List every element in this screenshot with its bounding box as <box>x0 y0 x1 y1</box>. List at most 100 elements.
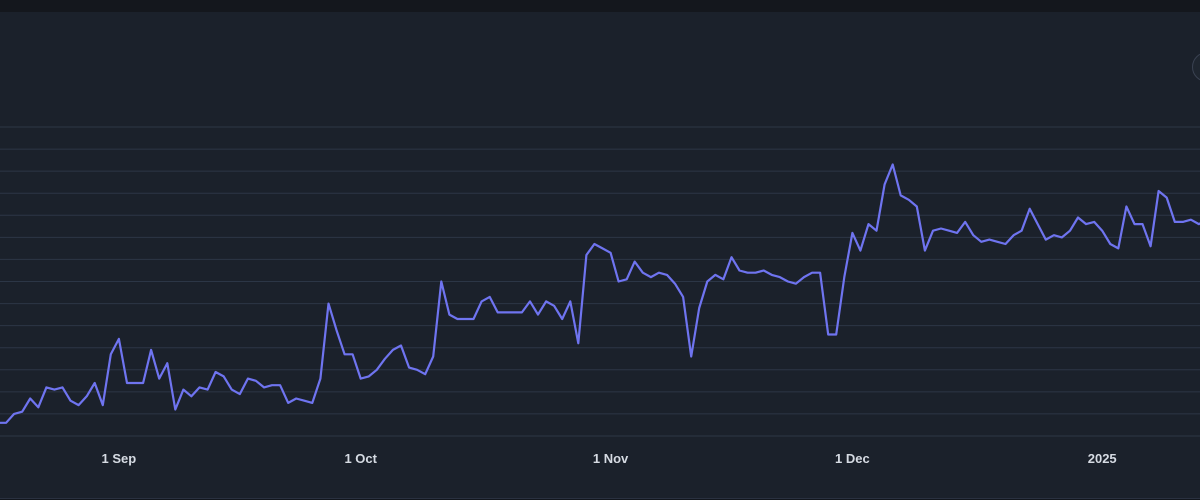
data-point[interactable] <box>937 225 945 233</box>
data-point[interactable] <box>607 249 615 257</box>
data-point[interactable] <box>510 308 518 316</box>
data-point[interactable] <box>163 359 171 367</box>
data-point[interactable] <box>308 399 316 407</box>
data-point[interactable] <box>945 227 953 235</box>
data-point[interactable] <box>236 390 244 398</box>
data-point[interactable] <box>196 383 204 391</box>
data-point[interactable] <box>1018 227 1026 235</box>
data-point[interactable] <box>139 379 147 387</box>
data-point[interactable] <box>502 308 510 316</box>
data-point[interactable] <box>655 269 663 277</box>
data-point[interactable] <box>1098 227 1106 235</box>
data-point[interactable] <box>848 229 856 237</box>
data-point[interactable] <box>107 350 115 358</box>
data-point[interactable] <box>453 315 461 323</box>
data-point[interactable] <box>897 191 905 199</box>
data-point[interactable] <box>615 278 623 286</box>
data-point[interactable] <box>59 383 67 391</box>
data-point[interactable] <box>50 386 58 394</box>
data-point[interactable] <box>905 196 913 204</box>
data-point[interactable] <box>300 397 308 405</box>
data-point[interactable] <box>1106 240 1114 248</box>
data-point[interactable] <box>695 304 703 312</box>
data-point[interactable] <box>437 278 445 286</box>
data-point[interactable] <box>429 353 437 361</box>
data-point[interactable] <box>711 271 719 279</box>
data-point[interactable] <box>445 311 453 319</box>
data-point[interactable] <box>67 397 75 405</box>
data-point[interactable] <box>1179 218 1187 226</box>
data-point[interactable] <box>993 238 1001 246</box>
data-point[interactable] <box>99 401 107 409</box>
data-point[interactable] <box>83 392 91 400</box>
data-point[interactable] <box>865 220 873 228</box>
data-point[interactable] <box>1155 187 1163 195</box>
data-point[interactable] <box>832 331 840 339</box>
data-point[interactable] <box>816 269 824 277</box>
data-point[interactable] <box>1026 205 1034 213</box>
data-point[interactable] <box>462 315 470 323</box>
data-point[interactable] <box>1163 194 1171 202</box>
data-point[interactable] <box>550 302 558 310</box>
data-point[interactable] <box>534 311 542 319</box>
data-point[interactable] <box>985 236 993 244</box>
data-point[interactable] <box>800 273 808 281</box>
data-point[interactable] <box>647 273 655 281</box>
data-point[interactable] <box>599 244 607 252</box>
data-point[interactable] <box>228 386 236 394</box>
data-point[interactable] <box>1066 227 1074 235</box>
data-point[interactable] <box>1034 220 1042 228</box>
data-point[interactable] <box>155 375 163 383</box>
data-point[interactable] <box>792 280 800 288</box>
data-point[interactable] <box>10 410 18 418</box>
data-point[interactable] <box>341 350 349 358</box>
data-point[interactable] <box>1042 236 1050 244</box>
data-point[interactable] <box>397 342 405 350</box>
data-point[interactable] <box>1010 231 1018 239</box>
data-point[interactable] <box>147 346 155 354</box>
data-point[interactable] <box>518 308 526 316</box>
data-point[interactable] <box>284 399 292 407</box>
data-point[interactable] <box>760 267 768 275</box>
data-point[interactable] <box>1058 233 1066 241</box>
data-point[interactable] <box>187 392 195 400</box>
data-point[interactable] <box>470 315 478 323</box>
data-point[interactable] <box>212 368 220 376</box>
data-point[interactable] <box>671 280 679 288</box>
data-point[interactable] <box>623 275 631 283</box>
data-point[interactable] <box>91 379 99 387</box>
data-point[interactable] <box>881 180 889 188</box>
data-point[interactable] <box>663 271 671 279</box>
data-point[interactable] <box>260 383 268 391</box>
data-point[interactable] <box>582 251 590 259</box>
data-point[interactable] <box>365 372 373 380</box>
data-point[interactable] <box>824 331 832 339</box>
data-point[interactable] <box>486 293 494 301</box>
data-point[interactable] <box>639 269 647 277</box>
data-point[interactable] <box>405 364 413 372</box>
data-point[interactable] <box>526 297 534 305</box>
data-point[interactable] <box>969 231 977 239</box>
data-point[interactable] <box>687 353 695 361</box>
data-point[interactable] <box>18 408 26 416</box>
data-point[interactable] <box>268 381 276 389</box>
data-point[interactable] <box>0 419 2 427</box>
data-point[interactable] <box>42 383 50 391</box>
data-point[interactable] <box>574 339 582 347</box>
data-point[interactable] <box>413 366 421 374</box>
data-point[interactable] <box>316 375 324 383</box>
data-point[interactable] <box>333 326 341 334</box>
data-point[interactable] <box>736 267 744 275</box>
data-point[interactable] <box>1187 216 1195 224</box>
data-point[interactable] <box>123 379 131 387</box>
data-point[interactable] <box>703 278 711 286</box>
data-point[interactable] <box>171 406 179 414</box>
data-point[interactable] <box>913 203 921 211</box>
data-point[interactable] <box>373 366 381 374</box>
data-point[interactable] <box>1147 242 1155 250</box>
data-point[interactable] <box>590 240 598 248</box>
data-point[interactable] <box>244 375 252 383</box>
data-point[interactable] <box>728 253 736 261</box>
data-point[interactable] <box>719 275 727 283</box>
data-point[interactable] <box>75 401 83 409</box>
